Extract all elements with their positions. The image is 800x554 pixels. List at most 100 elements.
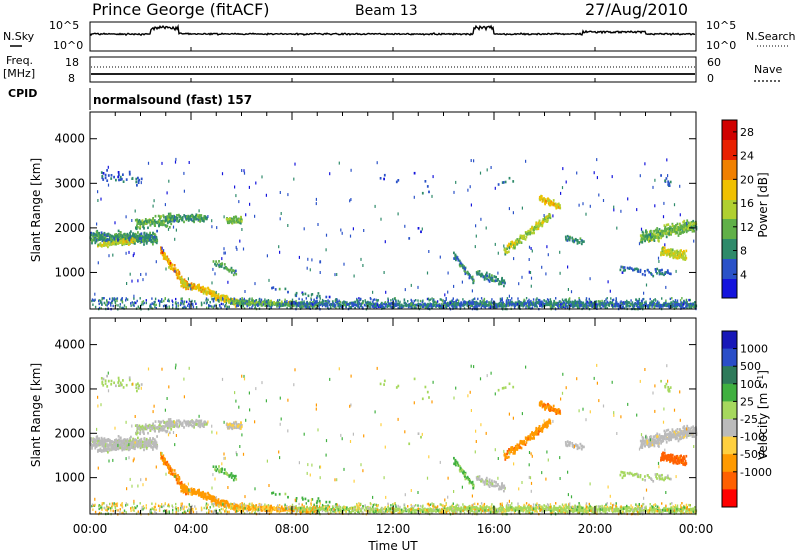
- power-cell: [637, 301, 639, 304]
- power-cell: [357, 305, 359, 308]
- power-cell: [629, 266, 631, 270]
- power-cell: [534, 302, 537, 305]
- power-cell: [148, 221, 151, 224]
- power-cell: [680, 302, 682, 305]
- power-cell: [234, 269, 237, 273]
- power-cell: [677, 228, 680, 232]
- power-cell: [136, 299, 138, 303]
- velocity-cell: [120, 442, 123, 446]
- power-cell: [428, 250, 430, 253]
- power-cell: [295, 301, 297, 304]
- power-cell: [397, 299, 399, 303]
- power-cell: [694, 305, 697, 309]
- power-cell: [164, 304, 166, 307]
- power-cell: [511, 240, 514, 244]
- power-cell: [672, 256, 675, 260]
- power-cell: [191, 218, 193, 222]
- power-cell: [94, 305, 97, 309]
- power-cell: [395, 300, 397, 303]
- power-cell: [588, 297, 590, 301]
- power-colorbar-strip: [722, 140, 737, 142]
- power-cell: [341, 231, 343, 235]
- power-cell: [153, 222, 156, 225]
- power-cell: [255, 299, 258, 302]
- power-cell: [504, 180, 507, 184]
- power-cell: [671, 297, 673, 300]
- power-cell: [636, 208, 638, 212]
- power-cell: [428, 304, 431, 308]
- power-cell: [611, 301, 614, 305]
- power-cell: [619, 303, 621, 307]
- power-cell: [642, 298, 644, 301]
- power-cell: [233, 220, 236, 224]
- power-cell: [288, 301, 290, 304]
- power-cell: [133, 301, 135, 305]
- power-cell: [221, 257, 223, 261]
- power-cell: [422, 305, 425, 308]
- power-cell: [136, 220, 139, 223]
- power-cell: [188, 161, 190, 164]
- power-cell: [300, 305, 303, 309]
- power-cell: [459, 264, 462, 268]
- power-cell: [266, 254, 268, 258]
- power-cell: [102, 172, 105, 175]
- power-cell: [675, 303, 677, 306]
- power-cell: [219, 264, 221, 268]
- power-cell: [606, 300, 609, 303]
- power-cell: [289, 301, 291, 304]
- power-cell: [428, 190, 430, 194]
- power-cell: [367, 303, 370, 306]
- power-cell: [163, 299, 165, 303]
- power-cell: [240, 218, 242, 222]
- power-cell: [653, 239, 656, 242]
- power-cell: [318, 300, 321, 303]
- power-cell: [241, 297, 243, 300]
- power-cell: [485, 302, 487, 305]
- power-colorbar-strip: [722, 231, 737, 233]
- power-cell: [337, 304, 340, 308]
- power-cell: [485, 226, 487, 230]
- power-cell: [665, 299, 667, 302]
- power-cell: [203, 219, 205, 223]
- power-cell: [119, 175, 122, 179]
- power-cell: [188, 216, 191, 219]
- power-cell: [121, 241, 123, 245]
- power-cell: [399, 304, 401, 307]
- power-colorbar-strip: [722, 177, 737, 179]
- power-colorbar-strip: [722, 181, 737, 183]
- power-cell: [517, 297, 519, 300]
- power-cell: [668, 182, 671, 185]
- power-cell: [489, 278, 492, 281]
- power-colorbar-strip: [722, 193, 737, 195]
- power-cell: [356, 303, 358, 307]
- power-cell: [265, 303, 267, 306]
- power-cell: [209, 304, 211, 308]
- power-cell: [537, 298, 540, 302]
- power-cell: [676, 249, 679, 253]
- power-cell: [443, 301, 446, 304]
- power-cell: [321, 298, 324, 302]
- power-cell: [405, 303, 407, 306]
- velocity-cell: [91, 447, 93, 450]
- power-cell: [249, 303, 252, 306]
- power-colorbar-tick-label: 4: [740, 268, 747, 281]
- power-cell: [113, 235, 115, 239]
- power-cell: [160, 215, 163, 218]
- power-cell: [252, 304, 254, 307]
- power-cell: [172, 304, 174, 307]
- nsearch-tick-bottom: 10^0: [706, 39, 736, 52]
- power-cell: [119, 305, 121, 309]
- power-cell: [321, 303, 324, 306]
- power-cell: [174, 267, 177, 270]
- power-cell: [520, 234, 523, 238]
- power-cell: [104, 176, 107, 180]
- power-cell: [532, 302, 535, 305]
- power-cell: [663, 251, 665, 255]
- power-cell: [197, 214, 199, 217]
- power-cell: [460, 301, 463, 305]
- power-cell: [387, 302, 390, 306]
- power-cell: [520, 241, 523, 244]
- power-cell: [338, 306, 341, 309]
- power-cell: [532, 298, 535, 301]
- power-cell: [197, 288, 200, 292]
